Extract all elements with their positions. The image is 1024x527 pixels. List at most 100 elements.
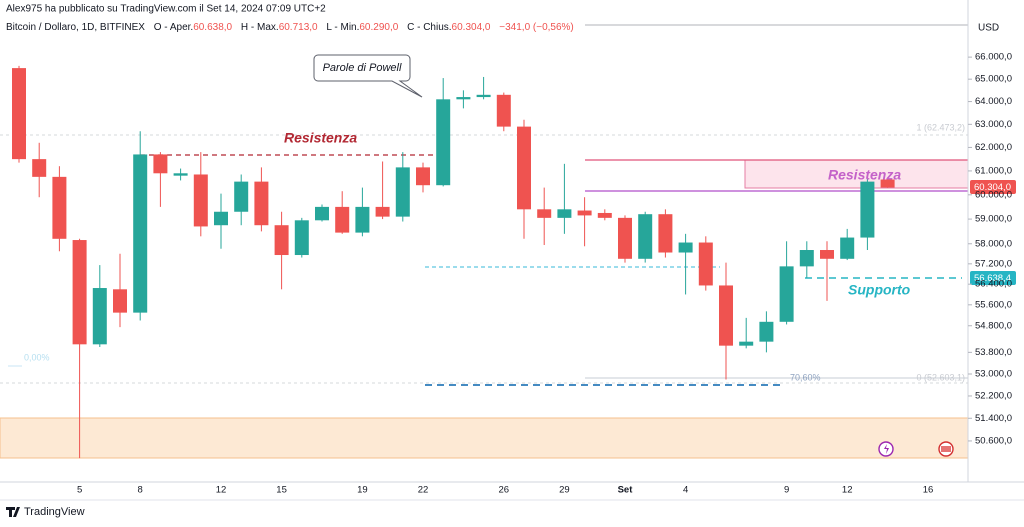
x-tick-label: 19	[357, 485, 368, 496]
candle-body	[658, 214, 673, 253]
y-tick-label: 60.000,0	[975, 189, 1012, 200]
y-tick-label: 56.400,0	[975, 279, 1012, 290]
candle-body	[173, 173, 188, 176]
resistance-label: Resistenza	[828, 167, 901, 183]
candle-body	[557, 209, 572, 218]
flag-icon-fill	[941, 446, 951, 452]
candle-body	[153, 154, 168, 174]
support-price-tag	[970, 271, 1016, 285]
candle-body	[335, 206, 350, 233]
ohlc-value: 60.638,0	[193, 22, 232, 33]
candle-body	[274, 225, 289, 256]
candle-body	[214, 211, 228, 226]
candle-body	[496, 94, 511, 127]
y-tick-label: 66.000,0	[975, 52, 1012, 63]
ohlc-label: L - Min.	[326, 22, 359, 33]
candle-body	[32, 159, 47, 177]
candle-body	[294, 220, 309, 256]
y-tick-label: 53.800,0	[975, 347, 1012, 358]
y-tick-label: 53.000,0	[975, 369, 1012, 380]
last-price-tag	[970, 180, 1016, 194]
resistance-label: Resistenza	[284, 130, 357, 146]
fib-label: 1 (62.473,2)	[916, 122, 965, 132]
plot-area	[12, 65, 895, 459]
author-line: Alex975 ha pubblicato su TradingView.com…	[6, 4, 326, 15]
y-tick-label: 61.000,0	[975, 165, 1012, 176]
x-tick-label: 15	[276, 485, 287, 496]
y-tick-label: 54.800,0	[975, 320, 1012, 331]
candle-body	[759, 321, 774, 342]
x-tick-label: 5	[77, 485, 82, 496]
fib-label: 70,60%	[790, 372, 821, 382]
candle-body	[72, 240, 87, 345]
candle-body	[840, 237, 855, 259]
candle-body	[113, 289, 127, 313]
y-tick-label: 52.200,0	[975, 390, 1012, 401]
candle-body	[638, 214, 653, 259]
candle-body	[719, 285, 733, 346]
candle-body	[517, 126, 531, 210]
y-tick-label: 50.600,0	[975, 435, 1012, 446]
x-tick-label: 29	[559, 485, 570, 496]
candle-body	[678, 242, 693, 253]
ohlc-label: H - Max.	[241, 22, 279, 33]
symbol: Bitcoin / Dollaro, 1D, BITFINEX	[6, 22, 145, 33]
candle-body	[698, 242, 713, 286]
candle-body	[254, 181, 269, 226]
event-icon-bolt	[884, 444, 889, 454]
x-tick-label: 8	[138, 485, 143, 496]
y-tick-label: 64.000,0	[975, 96, 1012, 107]
support-label: Supporto	[848, 282, 911, 298]
ohlc-value: 60.290,0	[359, 22, 398, 33]
candle-body	[92, 288, 107, 345]
y-tick-label: 63.000,0	[975, 119, 1012, 130]
candle-body	[799, 250, 814, 267]
x-tick-label: 4	[683, 485, 688, 496]
y-tick-label: 55.600,0	[975, 299, 1012, 310]
candle-body	[12, 68, 26, 160]
x-tick-label: 22	[418, 485, 429, 496]
candle-body	[779, 266, 794, 322]
support-price-label: 56.638,4	[974, 273, 1011, 284]
candle-body	[395, 167, 410, 217]
y-tick-label: 51.400,0	[975, 413, 1012, 424]
candle-body	[133, 154, 148, 313]
x-tick-label: 12	[216, 485, 227, 496]
x-tick-label: Set	[618, 485, 634, 496]
candle-body	[234, 181, 249, 212]
ohlc-value: 60.304,0	[452, 22, 491, 33]
candle-body	[315, 206, 329, 221]
resistance-zone	[744, 159, 969, 189]
candle-body	[355, 206, 370, 233]
demand-zone	[0, 417, 969, 459]
ohlc-label: C - Chius.	[407, 22, 451, 33]
candle-body	[820, 250, 834, 259]
candle-body	[52, 176, 67, 239]
y-tick-label: 65.000,0	[975, 74, 1012, 85]
x-tick-label: 9	[784, 485, 789, 496]
candle-body	[456, 97, 471, 100]
brand-logo	[6, 507, 20, 517]
candle-body	[537, 209, 552, 218]
candle-body	[476, 94, 491, 98]
brand: TradingView	[24, 506, 85, 518]
candle-body	[375, 206, 390, 217]
ohlc-value: 60.713,0	[279, 22, 318, 33]
candle-body	[739, 341, 754, 346]
x-tick-label: 26	[499, 485, 510, 496]
candle-body	[597, 212, 612, 218]
y-axis-title: USD	[978, 23, 999, 34]
candle-body	[577, 210, 592, 216]
x-tick-label: 12	[842, 485, 853, 496]
candle-body	[618, 217, 632, 259]
fib-label: 0 (52.603,1)	[916, 372, 965, 382]
legend: Bitcoin / Dollaro, 1D, BITFINEX O - Aper…	[6, 22, 574, 33]
y-tick-label: 57.200,0	[975, 258, 1012, 269]
last-price-label: 60.304,0	[974, 182, 1011, 193]
callout-box	[313, 54, 423, 98]
candle-body	[436, 99, 451, 186]
callout-text: Parole di Powell	[323, 62, 402, 74]
x-tick-label: 16	[923, 485, 934, 496]
y-tick-label: 59.000,0	[975, 214, 1012, 225]
